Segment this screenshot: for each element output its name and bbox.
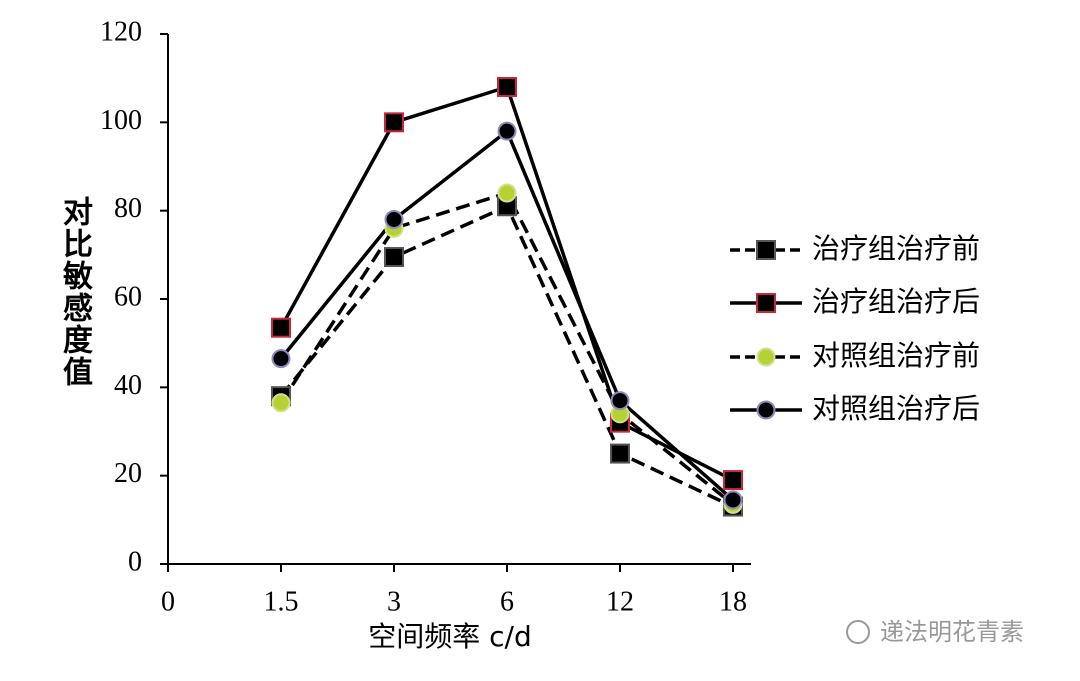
y-tick-label: 100 (100, 105, 142, 136)
y-tick-label: 40 (114, 370, 142, 401)
legend-label: 治疗组治疗前 (812, 232, 980, 265)
point (384, 247, 404, 268)
watermark: 递法明花青素 (880, 618, 1024, 646)
point (271, 317, 291, 338)
x-tick-label: 3 (387, 586, 401, 617)
point (723, 490, 743, 510)
y-tick-label: 60 (114, 281, 142, 312)
legend-label: 对照组治疗前 (812, 339, 980, 372)
series-line (279, 203, 734, 509)
legend-label: 治疗组治疗后 (812, 285, 980, 318)
point (723, 470, 743, 491)
y-tick-label: 20 (114, 458, 142, 489)
y-tick-label: 120 (100, 16, 142, 47)
series-line (279, 190, 735, 506)
series-line (279, 84, 734, 482)
x-tick-label: 18 (719, 586, 747, 617)
point (610, 391, 630, 411)
point (384, 112, 404, 133)
point (271, 393, 291, 413)
point (497, 183, 517, 203)
legend-marker (756, 347, 776, 367)
point (497, 77, 517, 97)
y-tick-label: 80 (114, 193, 142, 224)
x-tick-label: 6 (500, 586, 514, 617)
legend-label: 对照组治疗后 (812, 392, 980, 425)
x-axis-label: 空间频率 c/d (368, 620, 532, 653)
x-tick-label: 0 (161, 586, 175, 617)
x-tick-label: 1.5 (264, 586, 299, 617)
legend-marker (756, 400, 776, 420)
point (384, 210, 404, 229)
point (497, 121, 517, 141)
point (271, 349, 291, 369)
legend-marker (756, 240, 776, 260)
point (610, 443, 630, 464)
legend-marker (756, 293, 776, 313)
x-tick-label: 12 (606, 586, 634, 617)
y-axis-label: 对比敏感度值 (57, 196, 92, 388)
y-tick-label: 0 (128, 546, 142, 577)
watermark-icon (846, 620, 870, 644)
